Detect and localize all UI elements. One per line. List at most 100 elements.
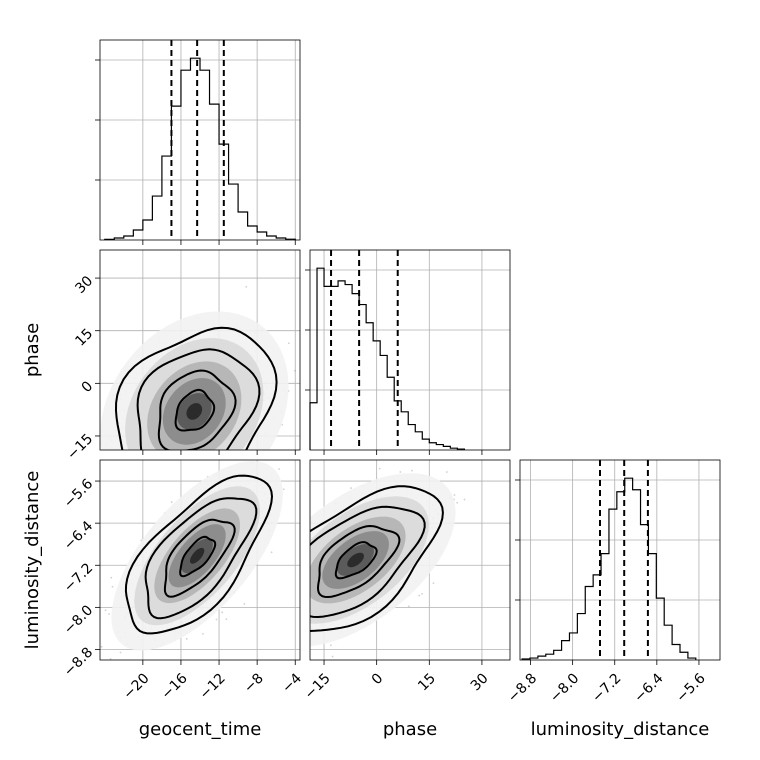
sample-point	[167, 450, 169, 452]
sample-point	[234, 458, 236, 460]
sample-point	[158, 453, 160, 455]
sample-point	[224, 462, 226, 464]
sample-point	[128, 489, 130, 491]
sample-point	[182, 464, 184, 466]
sample-point	[176, 477, 178, 479]
sample-point	[200, 460, 202, 462]
sample-point	[240, 452, 242, 454]
sample-point	[257, 611, 259, 613]
sample-point	[177, 484, 179, 486]
sample-point	[308, 595, 310, 597]
sample-point	[216, 461, 218, 463]
sample-point	[293, 553, 295, 555]
sample-point	[173, 466, 175, 468]
sample-point	[191, 451, 193, 453]
sample-point	[192, 451, 194, 453]
sample-point	[225, 618, 228, 621]
sample-point	[297, 570, 299, 572]
sample-point	[294, 369, 296, 372]
sample-point	[116, 462, 118, 464]
sample-point	[200, 454, 202, 456]
sample-point	[104, 609, 107, 612]
sample-point	[128, 490, 130, 492]
joint-content-luminosity_distance_vs_geocent_time	[100, 458, 300, 663]
sample-point	[297, 582, 299, 584]
sample-point	[173, 451, 175, 453]
sample-point	[296, 573, 298, 575]
sample-point	[195, 474, 197, 476]
sample-point	[152, 476, 154, 478]
sample-point	[291, 567, 293, 569]
sample-point	[187, 463, 189, 465]
sample-point	[292, 618, 294, 620]
sample-point	[456, 501, 459, 504]
sample-point	[280, 597, 282, 599]
sample-point	[174, 452, 176, 454]
sample-point	[172, 469, 174, 471]
sample-point	[306, 591, 308, 593]
sample-point	[155, 465, 157, 467]
sample-point	[303, 550, 305, 552]
sample-point	[210, 464, 212, 466]
sample-point	[303, 561, 305, 563]
sample-point	[109, 658, 112, 660]
sample-point	[243, 603, 246, 605]
sample-point	[303, 578, 305, 580]
panel-frame-phase	[309, 249, 511, 451]
contour-line-3	[174, 388, 216, 432]
sample-point	[144, 495, 146, 497]
sample-point	[305, 594, 307, 596]
sample-point	[206, 466, 208, 468]
sample-point	[131, 475, 133, 477]
sample-point	[212, 456, 214, 458]
sample-point	[120, 453, 122, 455]
sample-point	[286, 601, 288, 603]
sample-point	[164, 472, 166, 474]
sample-point	[432, 582, 435, 584]
sample-point	[164, 455, 166, 457]
sample-point	[152, 467, 154, 469]
sample-point	[214, 457, 216, 459]
sample-point	[213, 451, 215, 453]
sample-point	[189, 485, 191, 487]
sample-point	[287, 342, 290, 345]
sample-point	[302, 613, 304, 615]
sample-point	[174, 473, 176, 475]
sample-point	[297, 578, 299, 580]
contour-line-3	[179, 535, 217, 578]
contour-line-1	[136, 348, 261, 450]
sample-point	[233, 452, 235, 454]
sample-point	[302, 584, 304, 586]
sample-point	[215, 457, 217, 459]
sample-point	[166, 457, 168, 459]
sample-point	[190, 483, 192, 485]
sample-point	[138, 493, 140, 495]
sample-point	[227, 461, 229, 463]
sample-point	[206, 451, 208, 453]
sample-point	[182, 452, 184, 454]
contour-line-0	[124, 474, 274, 635]
sample-point	[126, 661, 128, 663]
sample-point	[162, 455, 164, 457]
sample-point	[111, 585, 114, 588]
sample-point	[304, 575, 306, 577]
sample-point	[198, 453, 200, 455]
sample-point	[297, 595, 299, 597]
sample-point	[174, 468, 176, 470]
sample-point	[282, 488, 285, 491]
sample-point	[154, 456, 156, 458]
sample-point	[223, 460, 225, 462]
panel-frame-geocent-time	[99, 39, 301, 241]
sample-point	[270, 551, 273, 554]
sample-point	[305, 604, 307, 606]
sample-point	[221, 611, 224, 614]
sample-point	[199, 455, 201, 457]
sample-point	[178, 453, 180, 455]
sample-point	[287, 579, 289, 581]
sample-point	[92, 505, 94, 507]
sample-point	[296, 595, 298, 597]
sample-point	[171, 488, 173, 490]
sample-point	[134, 451, 136, 453]
hist-panel-phase	[305, 249, 511, 451]
sample-point	[266, 631, 268, 633]
